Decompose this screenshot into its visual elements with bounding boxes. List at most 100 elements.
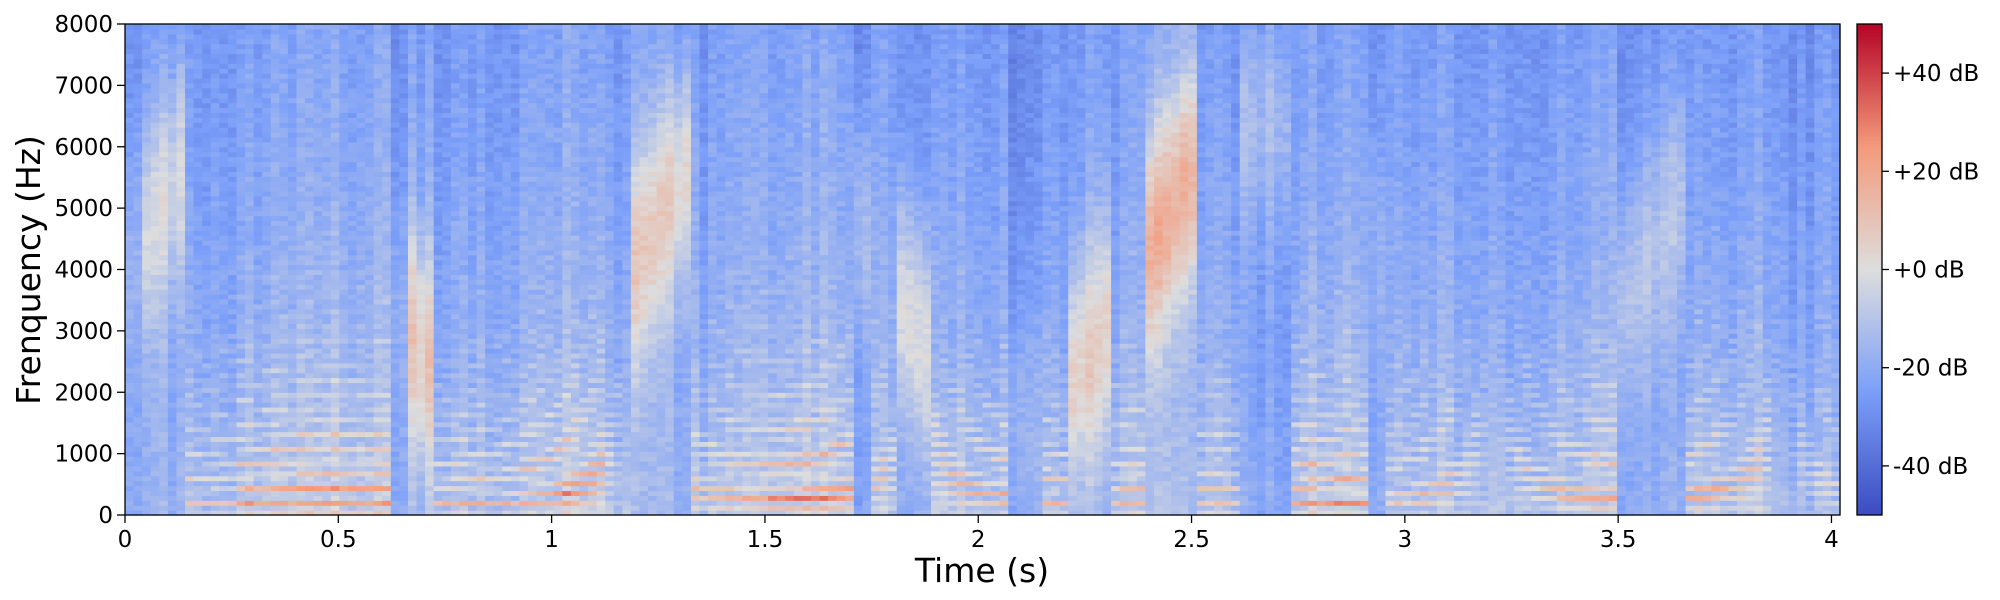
heatmap-cell (442, 249, 452, 256)
heatmap-cell (219, 269, 229, 276)
heatmap-cell (142, 141, 152, 148)
heatmap-cell (279, 48, 289, 55)
heatmap-cell (236, 313, 246, 320)
heatmap-cell (528, 505, 538, 511)
heatmap-cell (528, 186, 538, 192)
heatmap-cell (528, 495, 538, 501)
heatmap-cell (510, 259, 521, 266)
heatmap-cell (536, 235, 546, 241)
heatmap-cell (510, 397, 521, 403)
heatmap-cell (313, 58, 323, 64)
heatmap-cell (519, 460, 529, 467)
heatmap-cell (493, 117, 503, 123)
heatmap-cell (142, 465, 152, 472)
heatmap-cell (262, 294, 272, 300)
heatmap-cell (468, 460, 478, 467)
heatmap-cell (510, 490, 521, 496)
heatmap-cell (159, 446, 169, 452)
heatmap-cell (279, 289, 289, 295)
heatmap-cell (545, 161, 555, 167)
heatmap-cell (159, 102, 169, 109)
heatmap-cell (313, 348, 323, 354)
heatmap-cell (485, 421, 495, 428)
heatmap-cell (416, 274, 426, 280)
heatmap-cell (287, 416, 298, 423)
heatmap-cell (493, 87, 503, 94)
heatmap-cell (433, 411, 443, 418)
heatmap-cell (528, 112, 538, 118)
heatmap-cell (339, 416, 349, 423)
heatmap-cell (433, 333, 443, 339)
heatmap-cell (193, 362, 203, 369)
heatmap-cell (510, 132, 521, 138)
heatmap-cell (176, 190, 186, 197)
heatmap-cell (133, 210, 143, 217)
heatmap-cell (510, 264, 521, 271)
heatmap-cell (356, 254, 366, 261)
heatmap-cell (536, 58, 546, 64)
heatmap-cell (305, 392, 315, 398)
heatmap-cell (279, 441, 289, 447)
heatmap-cell (202, 372, 212, 379)
heatmap-cell (502, 294, 512, 300)
heatmap-cell (390, 195, 400, 202)
heatmap-cell (433, 43, 443, 50)
heatmap-cell (365, 151, 375, 158)
heatmap-cell (262, 406, 272, 413)
heatmap-cell (262, 441, 272, 447)
heatmap-cell (382, 73, 392, 79)
heatmap-cell (425, 132, 435, 138)
heatmap-cell (287, 141, 298, 148)
heatmap-cell (545, 92, 555, 99)
heatmap-cell (270, 318, 280, 325)
heatmap-cell (510, 78, 521, 84)
heatmap-cell (493, 132, 503, 138)
heatmap-cell (305, 190, 315, 197)
heatmap-cell (416, 58, 426, 64)
heatmap-cell (382, 190, 392, 197)
heatmap-cell (236, 490, 246, 496)
heatmap-cell (519, 289, 529, 295)
heatmap-cell (459, 254, 469, 261)
heatmap-cell (459, 367, 469, 374)
heatmap-cell (382, 28, 392, 35)
heatmap-cell (142, 451, 152, 457)
heatmap-cell (270, 107, 280, 113)
heatmap-cell (236, 480, 246, 487)
heatmap-cell (365, 387, 375, 393)
heatmap-cell (347, 510, 358, 516)
heatmap-cell (476, 117, 486, 123)
heatmap-cell (245, 446, 255, 452)
heatmap-cell (330, 480, 340, 487)
heatmap-cell (296, 284, 306, 290)
heatmap-cell (356, 249, 366, 256)
heatmap-cell (270, 402, 280, 408)
heatmap-cell (176, 107, 186, 113)
heatmap-cell (450, 136, 461, 143)
heatmap-cell (425, 230, 435, 236)
heatmap-cell (450, 244, 461, 251)
heatmap-cell (313, 343, 323, 349)
heatmap-cell (390, 235, 400, 241)
heatmap-cell (382, 186, 392, 192)
heatmap-cell (313, 480, 323, 487)
heatmap-cell (287, 426, 298, 433)
heatmap-cell (159, 122, 169, 128)
heatmap-cell (125, 225, 135, 231)
heatmap-cell (322, 470, 332, 477)
heatmap-cell (502, 87, 512, 94)
heatmap-cell (142, 186, 152, 192)
heatmap-cell (305, 485, 315, 492)
heatmap-cell (133, 367, 143, 374)
heatmap-cell (536, 259, 546, 266)
heatmap-cell (125, 294, 135, 300)
heatmap-cell (425, 318, 435, 325)
heatmap-cell (185, 352, 195, 359)
heatmap-cell (133, 343, 143, 349)
heatmap-cell (468, 505, 478, 511)
heatmap-cell (125, 230, 135, 236)
heatmap-cell (468, 490, 478, 496)
heatmap-cell (485, 78, 495, 84)
heatmap-cell (416, 411, 426, 418)
heatmap-cell (142, 146, 152, 153)
